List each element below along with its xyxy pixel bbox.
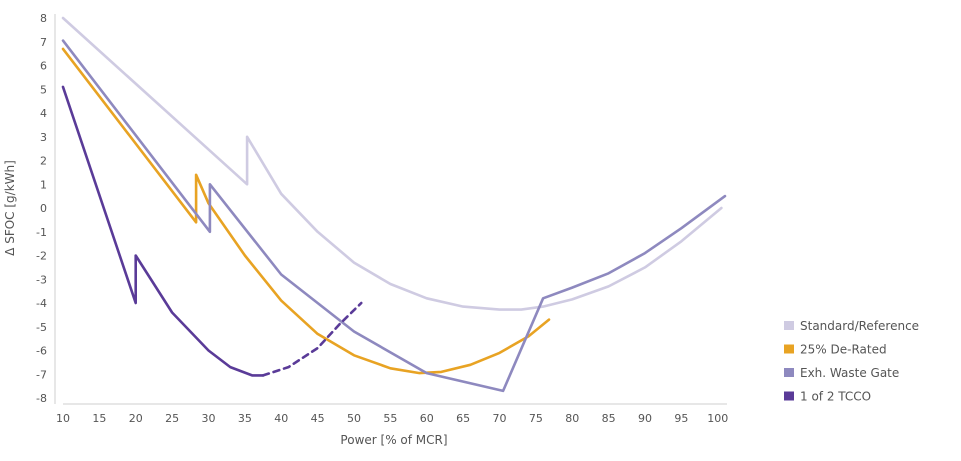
y-tick-label: 8: [40, 12, 47, 25]
legend-swatch: [784, 321, 794, 330]
x-tick-label: 50: [347, 412, 361, 425]
legend-label: 25% De-Rated: [800, 343, 887, 357]
y-tick-label: -5: [36, 321, 47, 334]
series-line: [61, 47, 551, 375]
legend-item: Exh. Waste Gate: [784, 366, 899, 380]
x-tick-label: 35: [238, 412, 252, 425]
legend-swatch: [784, 391, 794, 401]
y-tick-label: 3: [40, 131, 47, 144]
x-tick-label: 65: [456, 412, 470, 425]
y-tick-label: 1: [40, 178, 47, 191]
x-tick-label: 40: [274, 412, 288, 425]
y-tick-label: -4: [36, 297, 47, 310]
x-tick-label: 60: [420, 412, 434, 425]
y-tick-label: -1: [36, 226, 47, 239]
x-tick-label: 25: [165, 412, 179, 425]
y-tick-label: -8: [36, 392, 47, 405]
y-tick-label: -3: [36, 273, 47, 286]
series-3: [61, 85, 363, 377]
series-line: [61, 16, 723, 311]
series-lines: [61, 16, 727, 393]
legend-label: Standard/Reference: [800, 319, 919, 333]
x-axis-title: Power [% of MCR]: [340, 433, 447, 447]
legend-item: 25% De-Rated: [784, 343, 887, 357]
legend-swatch: [784, 344, 794, 354]
legend-item: Standard/Reference: [784, 319, 919, 333]
series-line: [61, 39, 727, 393]
legend: Standard/Reference 25% De-Rated Exh. Waste…: [784, 319, 919, 404]
x-tick-label: 80: [565, 412, 579, 425]
y-tick-labels: 8 7 6 5 4 3 2 1 0 -1 -2 -3 -4 -5 -6 -7 -8: [36, 12, 47, 405]
y-tick-label: -6: [36, 345, 47, 358]
y-tick-label: 7: [40, 36, 47, 49]
series-line: [61, 85, 265, 377]
x-tick-label: 20: [129, 412, 143, 425]
x-tick-label: 15: [92, 412, 106, 425]
x-tick-label: 70: [492, 412, 506, 425]
y-tick-label: 0: [40, 202, 47, 215]
y-tick-label: 6: [40, 60, 47, 73]
series-1: [61, 47, 551, 375]
y-axis-title: Δ SFOC [g/kWh]: [3, 160, 17, 256]
series-line: [261, 301, 363, 377]
x-tick-labels: 10 15 20 25 30 35 40 45 50 55 60 65 70 75 80 85 90 95 100: [56, 412, 728, 425]
x-tick-label: 85: [602, 412, 616, 425]
x-tick-label: 75: [529, 412, 543, 425]
axes: [54, 14, 727, 405]
y-tick-label: 2: [40, 155, 47, 168]
y-tick-label: -2: [36, 250, 47, 263]
x-tick-label: 95: [674, 412, 688, 425]
series-2: [61, 39, 727, 393]
series-0: [61, 16, 723, 311]
legend-label: 1 of 2 TCCO: [800, 390, 871, 404]
x-tick-label: 55: [383, 412, 397, 425]
x-tick-label: 100: [707, 412, 728, 425]
y-tick-label: 4: [40, 107, 47, 120]
y-tick-label: 5: [40, 83, 47, 96]
legend-swatch: [784, 368, 794, 377]
x-tick-label: 45: [311, 412, 325, 425]
legend-label: Exh. Waste Gate: [800, 366, 899, 380]
x-tick-label: 10: [56, 412, 70, 425]
x-tick-label: 30: [201, 412, 215, 425]
legend-item: 1 of 2 TCCO: [784, 390, 871, 404]
y-tick-label: -7: [36, 368, 47, 381]
x-tick-label: 90: [638, 412, 652, 425]
